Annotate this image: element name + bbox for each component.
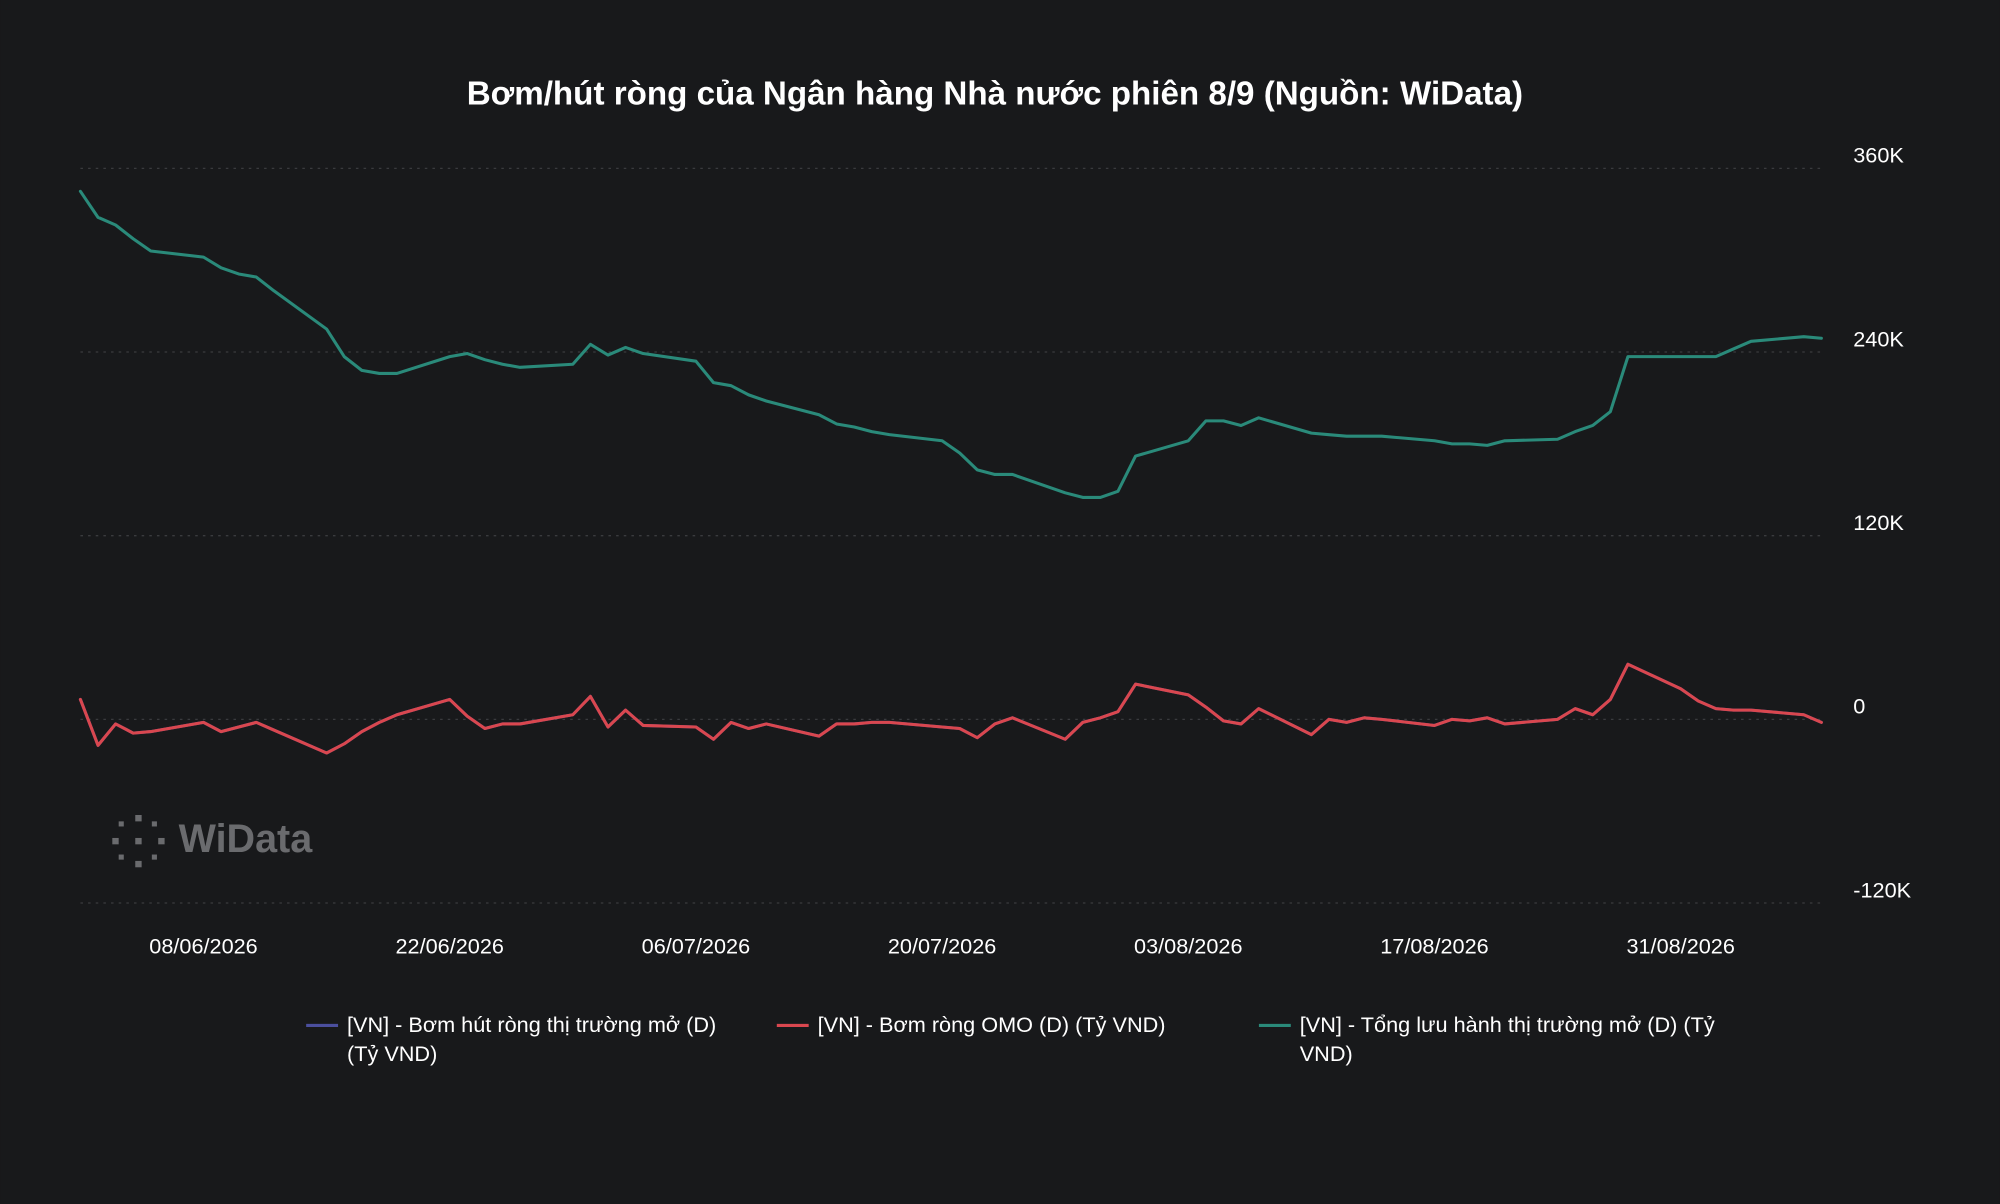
x-tick-label: 22/06/2026 [395, 933, 503, 958]
x-tick-label: 03/08/2026 [1134, 933, 1242, 958]
y-tick-label: 120K [1853, 510, 1904, 535]
x-tick-label: 31/08/2026 [1626, 933, 1734, 958]
legend-label: [VN] - Bơm hút ròng thị trường mở (D) (T… [346, 1012, 717, 1067]
series-line [78, 189, 1823, 499]
series-line [78, 662, 1823, 755]
y-tick-label: -120K [1853, 877, 1911, 902]
watermark: WiData [179, 817, 314, 861]
legend-label: [VN] - Bơm ròng OMO (D) (Tỷ VND) [817, 1012, 1166, 1037]
y-tick-label: 360K [1853, 143, 1904, 168]
watermark-icon [112, 814, 165, 868]
x-tick-label: 08/06/2026 [149, 933, 257, 958]
x-tick-label: 06/07/2026 [642, 933, 750, 958]
legend-entry: [VN] - Tổng lưu hành thị trường mở (D) (… [1299, 1012, 1715, 1067]
legend-entry: [VN] - Bơm ròng OMO (D) (Tỷ VND) [817, 1012, 1166, 1037]
chart-title: Bơm/hút ròng của Ngân hàng Nhà nước phiê… [467, 75, 1523, 112]
legend-entry: [VN] - Bơm hút ròng thị trường mở (D) (T… [346, 1012, 717, 1067]
x-tick-label: 20/07/2026 [888, 933, 996, 958]
x-tick-label: 17/08/2026 [1380, 933, 1488, 958]
legend-label: [VN] - Tổng lưu hành thị trường mở (D) (… [1299, 1012, 1715, 1067]
y-tick-label: 0 [1853, 694, 1865, 719]
y-tick-label: 240K [1853, 326, 1904, 351]
